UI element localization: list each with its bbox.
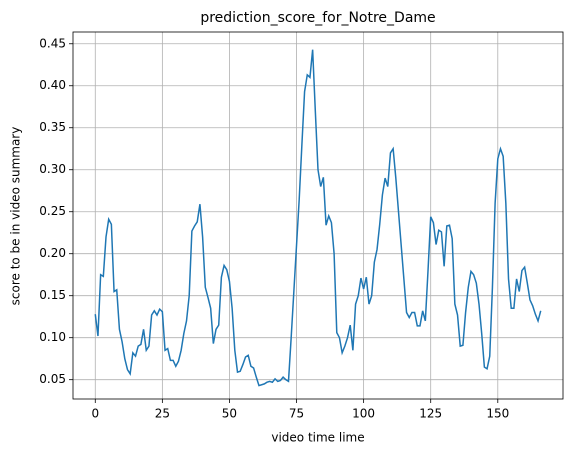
x-tick-label: 150 — [486, 407, 509, 421]
x-tick-label: 125 — [419, 407, 442, 421]
y-tick-label: 0.20 — [39, 246, 66, 260]
x-tick-label: 100 — [352, 407, 375, 421]
y-tick-label: 0.25 — [39, 204, 66, 218]
y-tick-label: 0.35 — [39, 120, 66, 134]
plot-frame — [72, 31, 564, 400]
y-tick-label: 0.40 — [39, 78, 66, 92]
y-tick-label: 0.10 — [39, 330, 66, 344]
y-tick-label: 0.05 — [39, 372, 66, 386]
chart-title: prediction_score_for_Notre_Dame — [200, 10, 435, 26]
y-tick-label: 0.45 — [39, 36, 66, 50]
x-tick-label: 75 — [289, 407, 304, 421]
x-tick-label: 0 — [91, 407, 99, 421]
x-tick-label: 50 — [222, 407, 237, 421]
line — [94, 49, 542, 387]
y-axis-label: score to be in video summary — [9, 127, 23, 306]
x-tick-label: 25 — [155, 407, 170, 421]
x-axis-label: video time lime — [271, 431, 364, 445]
y-tick-label: 0.15 — [39, 288, 66, 302]
y-tick-label: 0.30 — [39, 162, 66, 176]
